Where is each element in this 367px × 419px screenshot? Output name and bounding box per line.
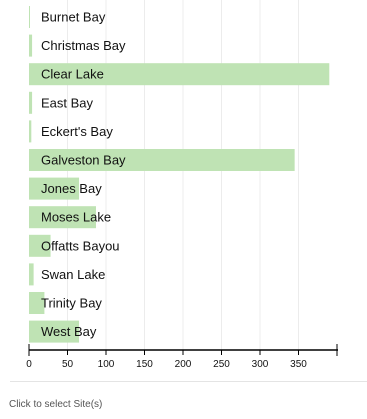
- x-tick-label: 150: [136, 359, 153, 370]
- bar-chart: Burnet Bay Christmas Bay Clear Lake East Ba…: [26, 0, 338, 370]
- bar-row[interactable]: Trinity Bay: [29, 292, 102, 314]
- x-tick-label: 100: [98, 359, 115, 370]
- bar[interactable]: [29, 292, 45, 314]
- bar-label[interactable]: Jones Bay: [41, 181, 102, 196]
- bar-row[interactable]: East Bay: [29, 91, 94, 114]
- bar[interactable]: [29, 206, 96, 229]
- grid-layer: [67, 0, 299, 350]
- bar-label[interactable]: Offatts Bayou: [41, 238, 120, 253]
- bar-row[interactable]: Swan Lake: [29, 263, 105, 286]
- footer-divider: [10, 381, 367, 382]
- bar-row[interactable]: Burnet Bay: [29, 6, 106, 28]
- bar[interactable]: [29, 149, 295, 171]
- x-tick-label: 250: [213, 359, 230, 370]
- bar-label[interactable]: East Bay: [41, 95, 94, 110]
- bar-row[interactable]: West Bay: [29, 320, 97, 343]
- bar[interactable]: [29, 91, 33, 114]
- bar-label[interactable]: Christmas Bay: [41, 38, 126, 53]
- bar-row[interactable]: Eckert's Bay: [29, 120, 113, 143]
- bar-label[interactable]: Swan Lake: [41, 267, 105, 282]
- x-tick-label: 0: [26, 359, 32, 370]
- bar-label[interactable]: West Bay: [41, 324, 97, 339]
- bar[interactable]: [29, 320, 80, 343]
- bar-label[interactable]: Clear Lake: [41, 67, 104, 82]
- x-axis: 0 50 100 150 200 250 300 350: [26, 344, 338, 370]
- bar-row[interactable]: Jones Bay: [29, 177, 102, 200]
- bar-label[interactable]: Galveston Bay: [41, 153, 126, 168]
- bar[interactable]: [29, 6, 30, 28]
- bar[interactable]: [29, 263, 34, 286]
- bar[interactable]: [29, 63, 330, 86]
- bar[interactable]: [29, 177, 80, 200]
- x-tick-label: 200: [175, 359, 192, 370]
- bar-label[interactable]: Trinity Bay: [41, 296, 102, 311]
- bar-label[interactable]: Burnet Bay: [41, 10, 106, 25]
- x-tick-label: 50: [62, 359, 74, 370]
- bar-row[interactable]: Galveston Bay: [29, 149, 295, 171]
- bar-label[interactable]: Moses Lake: [41, 210, 111, 225]
- bars-layer[interactable]: Burnet Bay Christmas Bay Clear Lake East Ba…: [29, 6, 330, 343]
- select-site-hint: Click to select Site(s): [9, 399, 103, 410]
- bar-row[interactable]: Moses Lake: [29, 206, 111, 229]
- bar-row[interactable]: Christmas Bay: [29, 34, 126, 57]
- bar-row[interactable]: Clear Lake: [29, 63, 330, 86]
- bar-chart-panel: Burnet Bay Christmas Bay Clear Lake East Ba…: [26, 0, 338, 370]
- bar[interactable]: [29, 120, 32, 143]
- bar[interactable]: [29, 234, 51, 257]
- bar-row[interactable]: Offatts Bayou: [29, 234, 120, 257]
- x-tick-label: 300: [252, 359, 269, 370]
- bar-label[interactable]: Eckert's Bay: [41, 124, 113, 139]
- bar[interactable]: [29, 34, 33, 57]
- x-tick-label: 350: [290, 359, 307, 370]
